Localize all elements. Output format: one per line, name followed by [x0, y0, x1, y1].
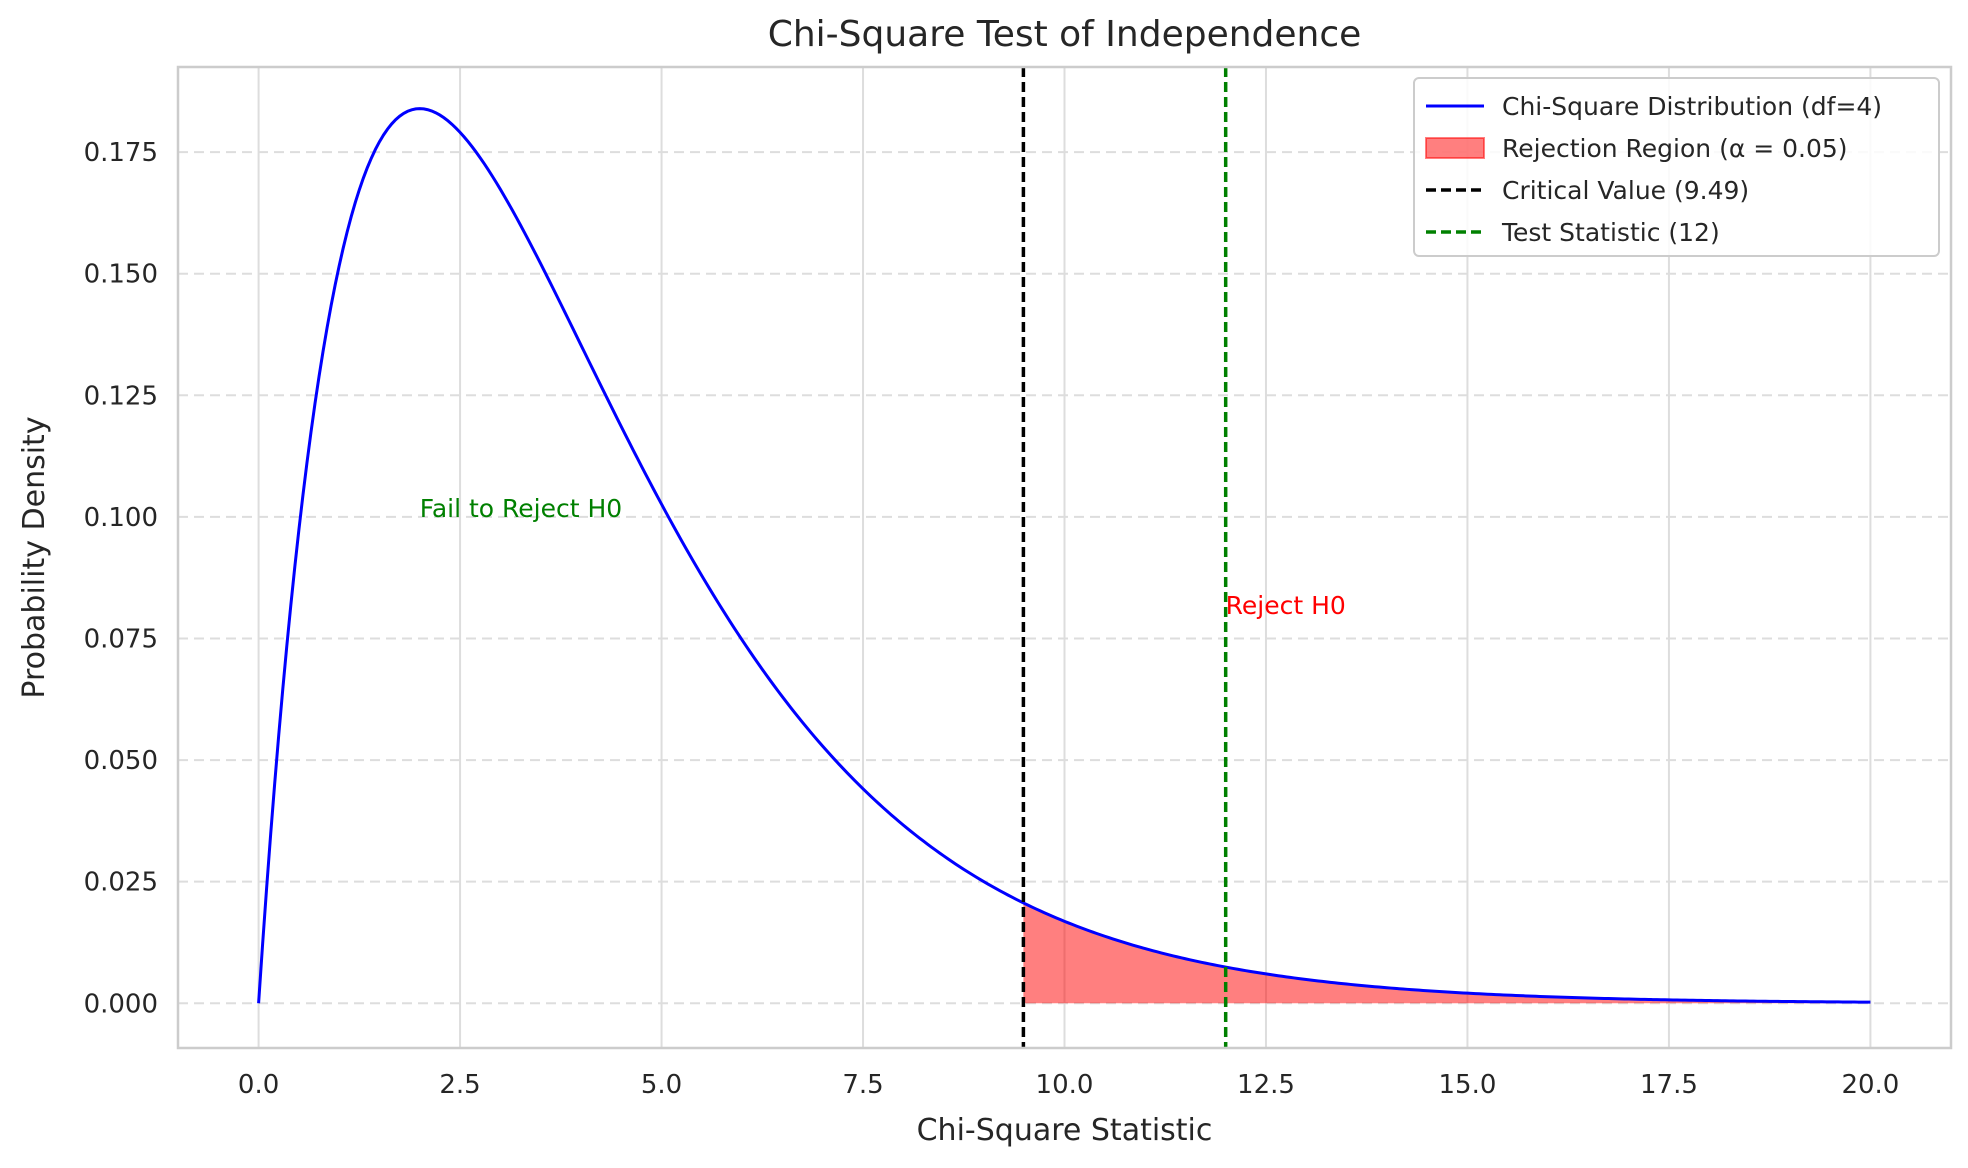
legend-label: Rejection Region (α = 0.05) [1502, 134, 1848, 163]
x-tick-label: 0.0 [238, 1070, 279, 1100]
y-tick-label: 0.025 [84, 868, 158, 898]
fail-to-reject-annotation: Fail to Reject H0 [420, 494, 622, 523]
x-tick-label: 7.5 [842, 1070, 883, 1100]
x-axis-title: Chi-Square Statistic [917, 1113, 1213, 1148]
x-tick-label: 15.0 [1439, 1070, 1497, 1100]
distribution-line [257, 107, 1871, 1004]
y-axis-title: Probability Density [17, 416, 52, 698]
x-tick-label: 17.5 [1640, 1070, 1698, 1100]
legend: Chi-Square Distribution (df=4) Rejection … [1413, 77, 1940, 257]
y-tick-label: 0.075 [84, 624, 158, 654]
rejection-region-area [1023, 902, 1871, 1004]
legend-label: Critical Value (9.49) [1502, 176, 1749, 205]
tick-labels: 0.0 2.5 5.0 7.5 10.0 12.5 15.0 17.5 20.0 0.000 0.0… [84, 138, 1900, 1100]
x-tick-label: 5.0 [641, 1070, 682, 1100]
y-tick-label: 0.000 [84, 989, 158, 1019]
y-tick-label: 0.150 [84, 260, 158, 290]
y-tick-label: 0.100 [84, 503, 158, 533]
chart-title: Chi-Square Test of Independence [768, 14, 1362, 55]
legend-box [1413, 77, 1940, 257]
x-tick-label: 10.0 [1036, 1070, 1094, 1100]
legend-swatch-area [1425, 137, 1485, 159]
x-tick-label: 2.5 [439, 1070, 480, 1100]
legend-label: Test Statistic (12) [1501, 218, 1720, 247]
reference-lines-layer [1021, 67, 1228, 1048]
annotations: Fail to Reject H0 Reject H0 [420, 494, 1346, 620]
rejection-region-layer [1023, 902, 1871, 1004]
distribution-layer [257, 107, 1871, 1004]
y-tick-label: 0.125 [84, 381, 158, 411]
x-tick-label: 12.5 [1237, 1070, 1295, 1100]
x-tick-label: 20.0 [1841, 1070, 1899, 1100]
legend-label: Chi-Square Distribution (df=4) [1502, 92, 1882, 121]
plot-frame [176, 65, 1953, 1050]
reject-annotation: Reject H0 [1226, 591, 1346, 620]
y-tick-label: 0.175 [84, 138, 158, 168]
y-tick-label: 0.050 [84, 746, 158, 776]
